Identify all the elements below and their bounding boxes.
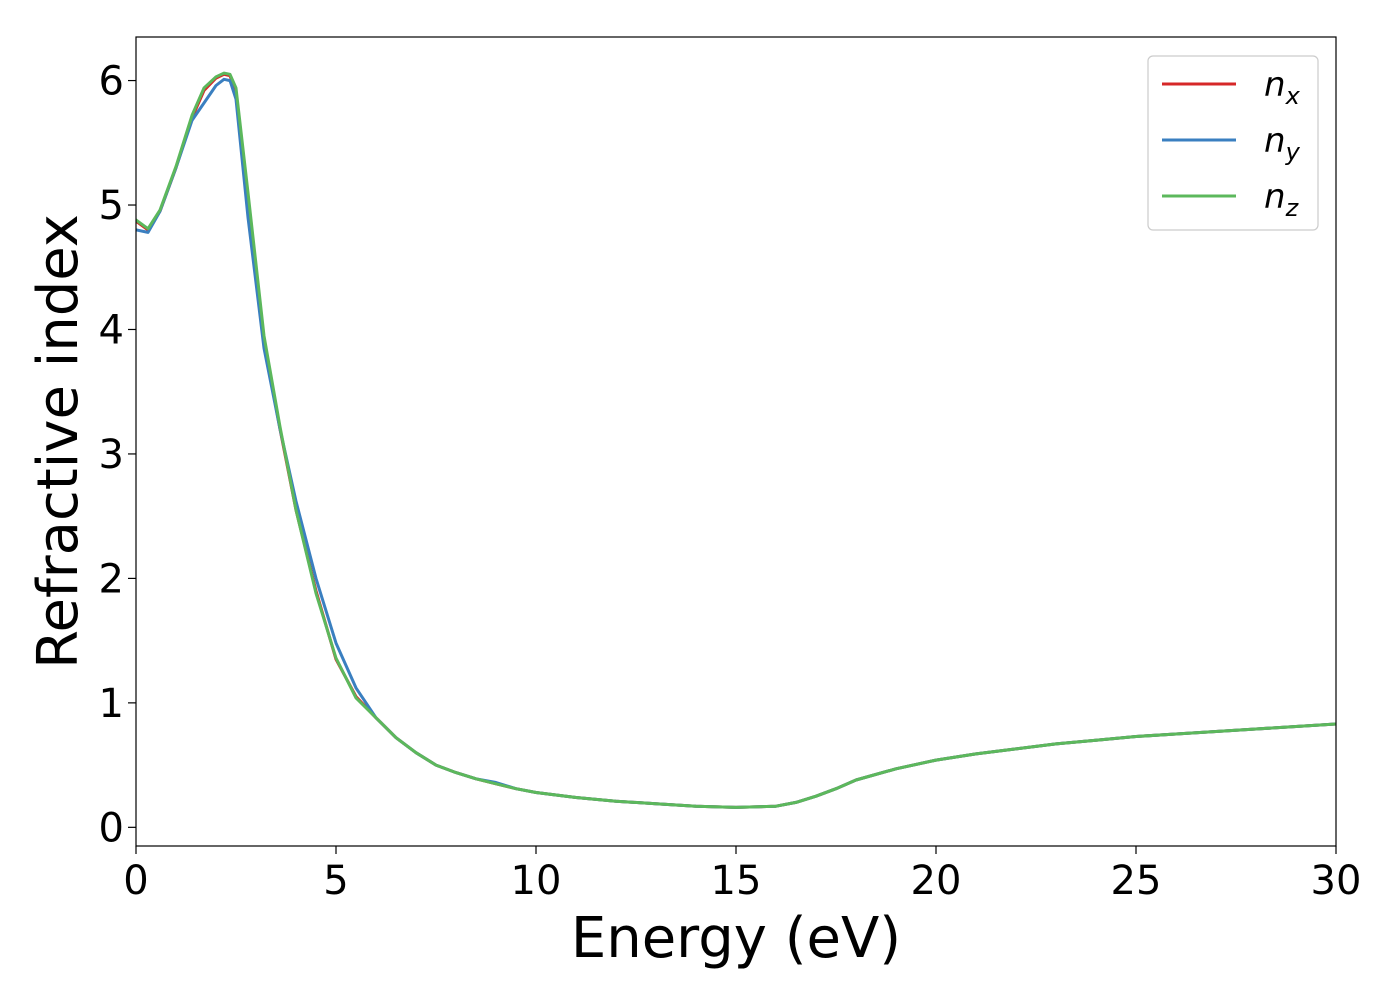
x-tick-label: 15 [711,858,762,904]
x-tick-label: 0 [123,858,148,904]
y-axis-title: Refractive index [26,214,91,669]
x-tick-label: 20 [911,858,962,904]
plot-area [136,71,1336,809]
legend-label-ny: ny [1264,121,1301,166]
x-axis: 0 5 10 15 20 25 30 [123,846,1361,904]
y-axis: 0 1 2 3 4 5 6 [99,59,136,851]
legend-label-nz: nz [1264,177,1300,222]
legend-label-nx: nx [1264,65,1301,110]
y-tick-label: 1 [99,681,124,727]
x-tick-label: 25 [1111,858,1162,904]
x-tick-label: 30 [1311,858,1362,904]
x-tick-label: 10 [511,858,562,904]
y-tick-label: 2 [99,556,124,602]
x-tick-label: 5 [323,858,348,904]
legend-box [1147,55,1319,231]
x-axis-title: Energy (eV) [571,906,901,971]
legend: nx ny nz [1147,55,1319,231]
y-tick-label: 0 [99,805,124,851]
y-tick-label: 5 [99,183,124,229]
series-line-nz [136,71,1336,809]
y-tick-label: 6 [99,59,124,105]
y-tick-label: 3 [99,432,124,478]
y-tick-label: 4 [99,307,124,353]
